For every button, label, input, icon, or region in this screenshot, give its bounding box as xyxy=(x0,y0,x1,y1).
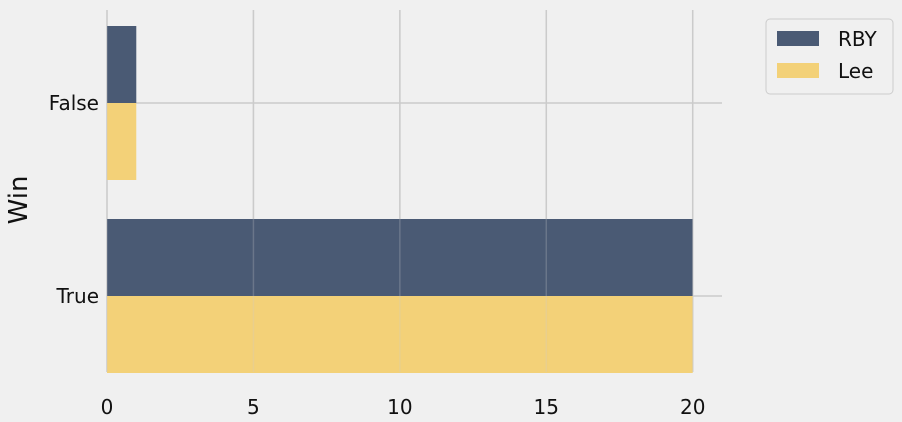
x-tick-label: 20 xyxy=(680,395,705,419)
x-tick-label: 10 xyxy=(387,395,412,419)
bars xyxy=(106,10,694,373)
bar-lee-false xyxy=(107,103,137,180)
legend: RBY Lee xyxy=(765,18,894,95)
bar-lee-true xyxy=(107,296,693,373)
x-tick-label: 0 xyxy=(101,395,114,419)
legend-swatch-lee xyxy=(777,63,819,78)
legend-label-lee: Lee xyxy=(838,59,873,83)
y-tick-labels: False True xyxy=(49,91,99,308)
y-tick-label: True xyxy=(56,284,99,308)
x-tick-label: 15 xyxy=(534,395,559,419)
legend-swatch-rby xyxy=(777,31,819,46)
legend-label-rby: RBY xyxy=(838,27,878,51)
y-tick-label: False xyxy=(49,91,99,115)
bar-rby-false xyxy=(107,26,137,103)
bar-rby-true xyxy=(107,219,693,296)
x-tick-labels: 0 5 10 15 20 xyxy=(101,395,706,419)
y-axis-label: Win xyxy=(4,176,34,225)
x-tick-label: 5 xyxy=(247,395,260,419)
